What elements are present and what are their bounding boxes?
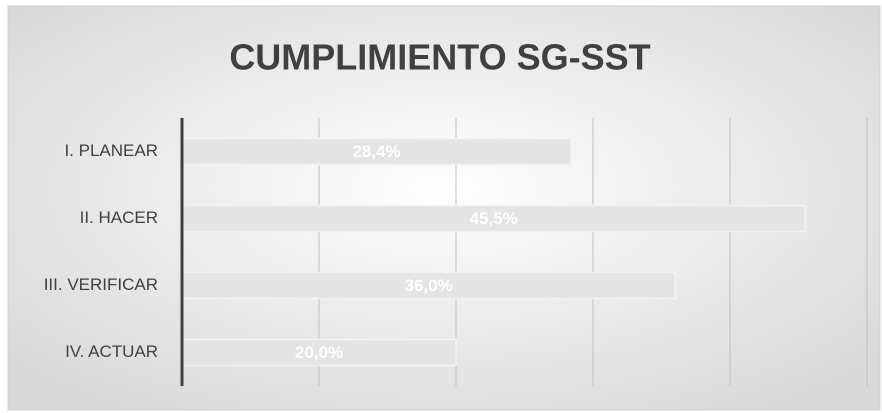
y-tick-label: I. PLANEAR bbox=[64, 141, 158, 160]
data-label: 28,4% bbox=[352, 142, 400, 161]
data-label: 45,5% bbox=[470, 209, 518, 228]
bar bbox=[181, 204, 807, 233]
data-label: 20,0% bbox=[295, 343, 343, 362]
y-tick-label: II. HACER bbox=[80, 208, 158, 227]
bar bbox=[181, 271, 676, 300]
y-tick-label: IV. ACTUAR bbox=[65, 342, 158, 361]
chart-title: CUMPLIMIENTO SG-SST bbox=[229, 37, 650, 78]
bar bbox=[181, 338, 457, 367]
y-tick-label: III. VERIFICAR bbox=[44, 275, 158, 294]
data-label: 36,0% bbox=[404, 276, 452, 295]
